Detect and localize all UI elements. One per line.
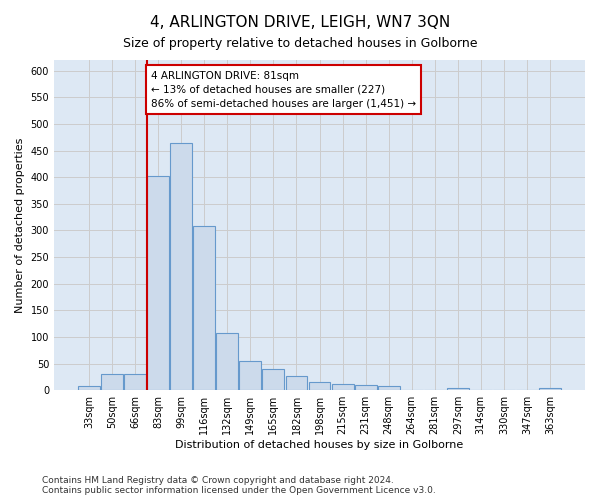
X-axis label: Distribution of detached houses by size in Golborne: Distribution of detached houses by size …: [175, 440, 464, 450]
Bar: [170, 143, 192, 390]
Text: 4 ARLINGTON DRIVE: 81sqm
← 13% of detached houses are smaller (227)
86% of semi-: 4 ARLINGTON DRIVE: 81sqm ← 13% of detach…: [151, 70, 416, 108]
Bar: [332, 384, 353, 390]
Text: Size of property relative to detached houses in Golborne: Size of property relative to detached ho…: [123, 38, 477, 51]
Bar: [355, 385, 377, 390]
Bar: [262, 369, 284, 390]
Bar: [447, 388, 469, 390]
Bar: [377, 386, 400, 390]
Bar: [101, 374, 123, 390]
Text: 4, ARLINGTON DRIVE, LEIGH, WN7 3QN: 4, ARLINGTON DRIVE, LEIGH, WN7 3QN: [150, 15, 450, 30]
Text: Contains HM Land Registry data © Crown copyright and database right 2024.
Contai: Contains HM Land Registry data © Crown c…: [42, 476, 436, 495]
Bar: [147, 176, 169, 390]
Bar: [193, 226, 215, 390]
Bar: [539, 388, 561, 390]
Y-axis label: Number of detached properties: Number of detached properties: [15, 138, 25, 313]
Bar: [78, 386, 100, 390]
Bar: [239, 362, 262, 390]
Bar: [217, 332, 238, 390]
Bar: [308, 382, 331, 390]
Bar: [124, 374, 146, 390]
Bar: [286, 376, 307, 390]
